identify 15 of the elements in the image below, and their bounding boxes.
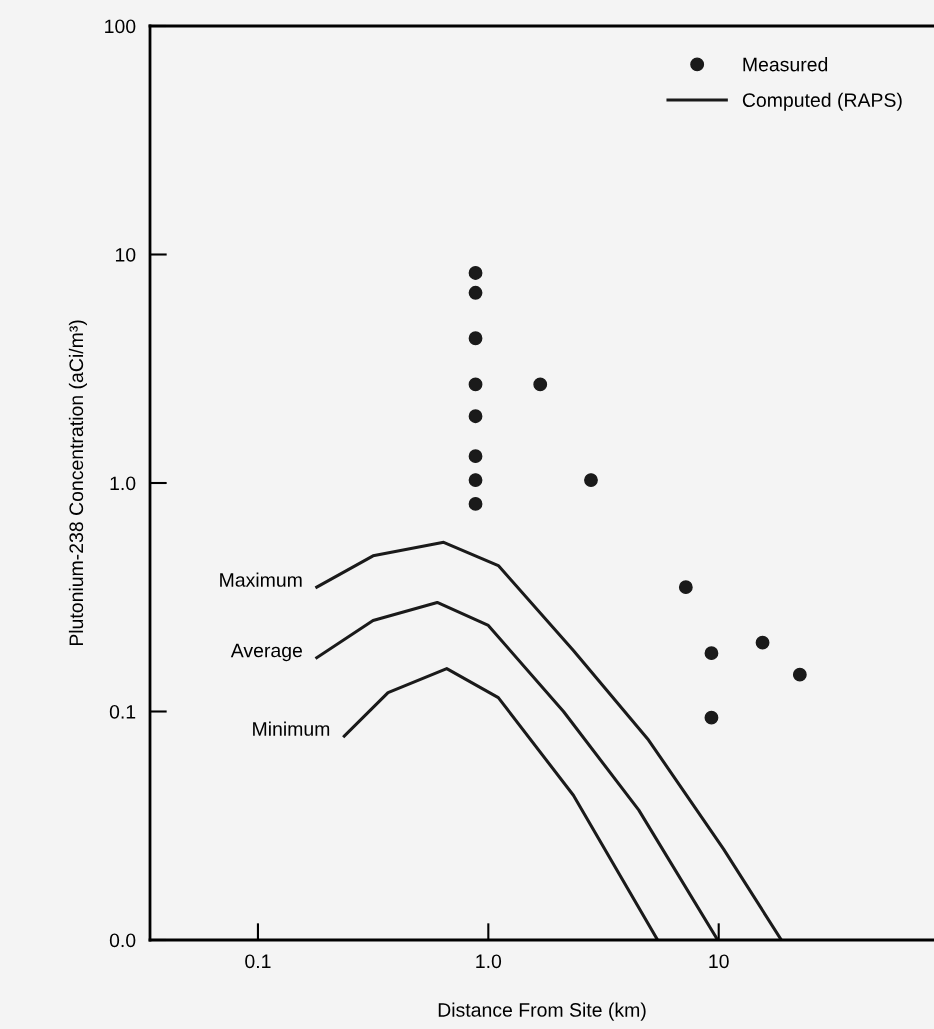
annotation: Minimum	[253, 721, 330, 736]
annotation: Average	[230, 643, 302, 662]
x-tick-label: 1.0	[476, 954, 502, 969]
x-tick-label: 10	[709, 954, 729, 969]
annotation: Maximum	[220, 572, 302, 587]
legend-label: Measured	[743, 57, 828, 72]
x-axis-title: Distance From Site (km)	[438, 1002, 646, 1021]
y-tick-label: 0.0	[109, 933, 136, 948]
legend-label: Computed (RAPS)	[742, 92, 902, 111]
x-tick-label: 0.1	[245, 954, 271, 969]
y-tick-label: 100	[105, 19, 136, 34]
y-tick-label: 0.1	[109, 704, 136, 719]
y-axis-title: Plutonium-238 Concentration (aCi/m³)	[68, 320, 87, 646]
y-tick-label: 10	[115, 247, 136, 262]
y-tick-label: 1.0	[110, 476, 136, 491]
